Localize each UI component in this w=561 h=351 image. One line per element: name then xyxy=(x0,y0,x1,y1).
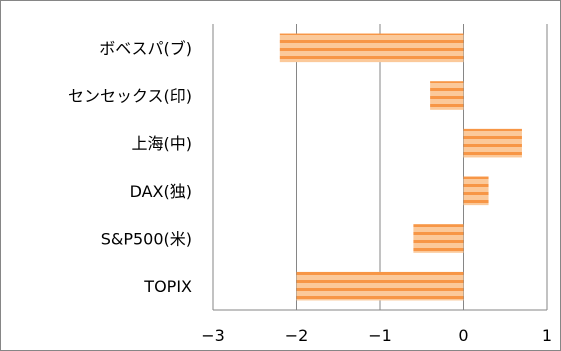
x-tick-label: 1 xyxy=(542,326,552,345)
category-label: S&P500(米) xyxy=(101,230,192,249)
bar xyxy=(430,81,464,110)
x-tick-label: −2 xyxy=(285,326,309,345)
category-label: DAX(独) xyxy=(130,182,192,201)
category-label: センセックス(印) xyxy=(68,87,192,106)
category-label: TOPIX xyxy=(143,277,192,296)
bar xyxy=(279,33,464,63)
bar xyxy=(296,271,464,301)
bar xyxy=(413,224,464,253)
category-label: ボベスパ(ブ) xyxy=(99,39,192,58)
bar xyxy=(463,176,489,206)
bar xyxy=(463,128,522,158)
x-tick-label: −3 xyxy=(201,326,225,345)
x-tick-label: −1 xyxy=(368,326,392,345)
category-label: 上海(中) xyxy=(132,134,193,153)
x-tick-label: 0 xyxy=(458,326,468,345)
